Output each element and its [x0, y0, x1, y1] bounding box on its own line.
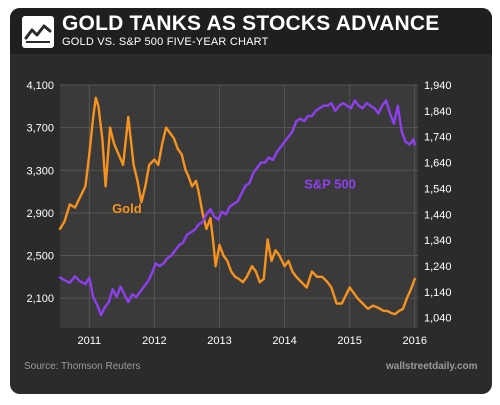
- x-tick-label: 2012: [142, 335, 166, 347]
- source-label: Source: Thomson Reuters: [24, 361, 141, 372]
- y-left-tick-label: 4,100: [26, 80, 54, 92]
- y-right-tick-label: 1,740: [424, 132, 452, 144]
- y-right-tick-label: 1,640: [424, 158, 452, 170]
- y-right-tick-label: 1,840: [424, 106, 452, 118]
- series-line-sp500: [58, 99, 416, 317]
- y-left-tick-label: 2,100: [26, 293, 54, 305]
- site-label: wallstreetdaily.com: [386, 361, 478, 372]
- y-right-tick-label: 1,140: [424, 287, 452, 299]
- x-tick-label: 2013: [207, 335, 231, 347]
- chart-subtitle: GOLD VS. S&P 500 FIVE-YEAR CHART: [62, 36, 269, 48]
- y-right-tick-label: 1,540: [424, 183, 452, 195]
- y-right-tick-label: 1,940: [424, 80, 452, 92]
- y-left-tick-label: 3,300: [26, 165, 54, 177]
- x-tick-label: 2015: [337, 335, 361, 347]
- y-right-tick-label: 1,440: [424, 209, 452, 221]
- x-tick-label: 2011: [77, 335, 101, 347]
- line-chart-icon-graphic: [24, 24, 52, 43]
- series-label-gold: Gold: [112, 201, 142, 216]
- chart-header: GOLD TANKS AS STOCKS ADVANCE GOLD VS. S&…: [10, 8, 492, 54]
- y-right-tick-label: 1,040: [424, 313, 452, 325]
- y-left-tick-label: 3,700: [26, 123, 54, 135]
- chart-title: GOLD TANKS AS STOCKS ADVANCE: [62, 12, 440, 35]
- line-chart-icon: [22, 16, 54, 48]
- y-left-tick-label: 2,900: [26, 208, 54, 220]
- y-right-tick-label: 1,240: [424, 261, 452, 273]
- y-left-tick-label: 2,500: [26, 251, 54, 263]
- x-tick-label: 2014: [272, 335, 296, 347]
- series-line-gold: [58, 96, 416, 316]
- y-right-tick-label: 1,340: [424, 235, 452, 247]
- x-tick-label: 2016: [403, 335, 427, 347]
- series-label-sp500: S&P 500: [304, 176, 356, 191]
